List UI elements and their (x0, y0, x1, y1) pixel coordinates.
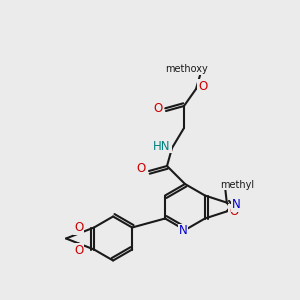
Text: HN: HN (153, 140, 171, 152)
Text: O: O (198, 80, 208, 92)
Text: N: N (178, 224, 188, 238)
Text: O: O (229, 205, 239, 218)
Text: O: O (153, 103, 163, 116)
Text: methoxy: methoxy (165, 64, 207, 74)
Text: N: N (232, 199, 241, 212)
Text: O: O (74, 244, 83, 257)
Text: O: O (136, 161, 146, 175)
Text: methyl: methyl (220, 180, 254, 190)
Text: O: O (74, 221, 83, 234)
